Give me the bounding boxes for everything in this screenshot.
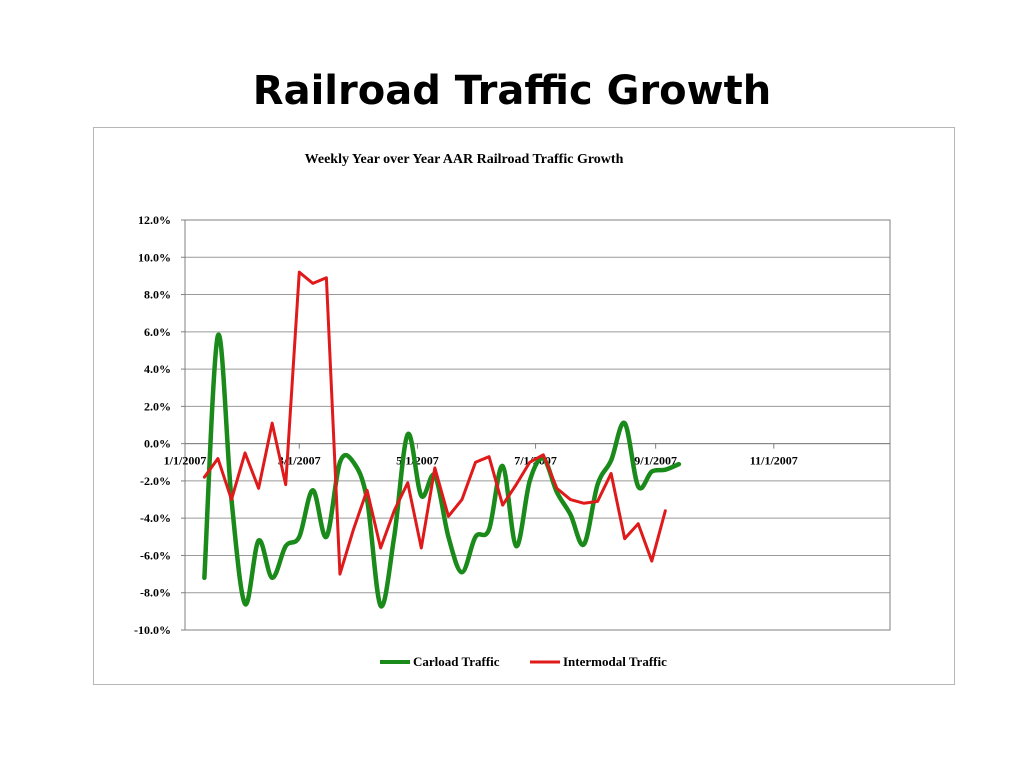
plot-background [185, 220, 890, 630]
data-point-carload-traffic [311, 488, 315, 492]
slide-title: Railroad Traffic Growth [252, 68, 772, 114]
data-point-carload-traffic [474, 535, 478, 539]
plot-area: 12.0% 10.0% 8.0% 6.0% 4.0% 2.0% 0.0% -2.0% -4.0%… [134, 213, 891, 637]
legend-label-intermodal-traffic: Intermodal Traffic [563, 654, 667, 669]
data-point-intermodal-traffic [311, 281, 315, 285]
data-point-carload-traffic [202, 576, 206, 580]
y-tick-label: 6.0% [144, 325, 171, 339]
data-point-carload-traffic [216, 334, 220, 338]
legend-label-carload-traffic: Carload Traffic [413, 654, 500, 669]
y-tick-label: -6.0% [140, 548, 171, 562]
data-point-intermodal-traffic [338, 572, 342, 576]
data-point-intermodal-traffic [202, 475, 206, 479]
data-point-intermodal-traffic [406, 481, 410, 485]
data-point-intermodal-traffic [623, 537, 627, 541]
data-point-carload-traffic [501, 464, 505, 468]
data-point-intermodal-traffic [568, 498, 572, 502]
data-point-carload-traffic [324, 535, 328, 539]
data-point-intermodal-traffic [433, 466, 437, 470]
y-tick-label: -2.0% [140, 474, 171, 488]
data-point-carload-traffic [297, 535, 301, 539]
legend: Carload Traffic Intermodal Traffic [380, 654, 667, 669]
data-point-intermodal-traffic [555, 486, 559, 490]
y-tick-label: 8.0% [144, 288, 171, 302]
data-point-carload-traffic [406, 432, 410, 436]
y-tick-label: 4.0% [144, 362, 171, 376]
data-point-carload-traffic [243, 602, 247, 606]
data-point-intermodal-traffic [216, 457, 220, 461]
data-point-intermodal-traffic [419, 546, 423, 550]
series-line-carload-traffic [202, 332, 682, 609]
y-tick-label: 0.0% [144, 437, 171, 451]
data-point-carload-traffic [528, 479, 532, 483]
data-point-carload-traffic [379, 604, 383, 608]
data-point-intermodal-traffic [609, 471, 613, 475]
data-point-carload-traffic [677, 462, 681, 466]
data-point-intermodal-traffic [379, 546, 383, 550]
data-point-carload-traffic [419, 494, 423, 498]
data-point-carload-traffic [446, 535, 450, 539]
y-tick-label: 12.0% [138, 213, 171, 227]
x-tick-label: 11/1/2007 [750, 454, 798, 468]
y-tick-label: -4.0% [140, 511, 171, 525]
data-point-carload-traffic [284, 544, 288, 548]
data-point-intermodal-traffic [541, 453, 545, 457]
data-point-carload-traffic [338, 460, 342, 464]
data-point-intermodal-traffic [636, 522, 640, 526]
data-point-intermodal-traffic [514, 483, 518, 487]
data-point-intermodal-traffic [528, 460, 532, 464]
data-point-intermodal-traffic [297, 270, 301, 274]
data-point-carload-traffic [392, 535, 396, 539]
data-point-intermodal-traffic [257, 486, 261, 490]
y-tick-label: 10.0% [138, 250, 171, 264]
chart-title: Weekly Year over Year AAR Railroad Traff… [305, 152, 624, 167]
data-point-intermodal-traffic [582, 501, 586, 505]
y-tick-label: -10.0% [134, 623, 171, 637]
data-point-carload-traffic [352, 460, 356, 464]
data-point-intermodal-traffic [460, 498, 464, 502]
y-tick-label: 2.0% [144, 399, 171, 413]
data-point-intermodal-traffic [446, 514, 450, 518]
data-point-intermodal-traffic [392, 509, 396, 513]
data-point-carload-traffic [609, 458, 613, 462]
y-tick-label: -8.0% [140, 586, 171, 600]
chart-frame: Weekly Year over Year AAR Railroad Traff… [93, 127, 955, 685]
data-point-intermodal-traffic [270, 421, 274, 425]
plot-border [184, 219, 891, 631]
x-tick-label: 3/1/2007 [278, 454, 321, 468]
data-point-intermodal-traffic [650, 559, 654, 563]
data-point-intermodal-traffic [487, 455, 491, 459]
data-point-carload-traffic [257, 539, 261, 543]
data-point-carload-traffic [460, 570, 464, 574]
data-point-intermodal-traffic [474, 460, 478, 464]
data-point-carload-traffic [270, 576, 274, 580]
data-point-intermodal-traffic [324, 276, 328, 280]
data-point-carload-traffic [596, 483, 600, 487]
data-point-intermodal-traffic [243, 451, 247, 455]
data-point-intermodal-traffic [663, 509, 667, 513]
x-tick-label: 1/1/2007 [164, 454, 207, 468]
data-point-carload-traffic [623, 421, 627, 425]
data-point-carload-traffic [568, 512, 572, 516]
x-tick-label: 9/1/2007 [634, 454, 677, 468]
data-point-carload-traffic [663, 468, 667, 472]
data-point-carload-traffic [487, 527, 491, 531]
x-tick-label: 5/1/2007 [396, 454, 439, 468]
data-point-intermodal-traffic [596, 499, 600, 503]
data-point-carload-traffic [636, 485, 640, 489]
line-chart: Weekly Year over Year AAR Railroad Traff… [134, 152, 891, 669]
data-point-carload-traffic [582, 542, 586, 546]
data-point-intermodal-traffic [501, 503, 505, 507]
data-point-carload-traffic [650, 470, 654, 474]
data-point-intermodal-traffic [284, 483, 288, 487]
data-point-intermodal-traffic [229, 498, 233, 502]
series-line-intermodal-traffic [202, 270, 667, 576]
data-point-intermodal-traffic [365, 488, 369, 492]
data-point-intermodal-traffic [352, 527, 356, 531]
data-point-carload-traffic [514, 544, 518, 548]
